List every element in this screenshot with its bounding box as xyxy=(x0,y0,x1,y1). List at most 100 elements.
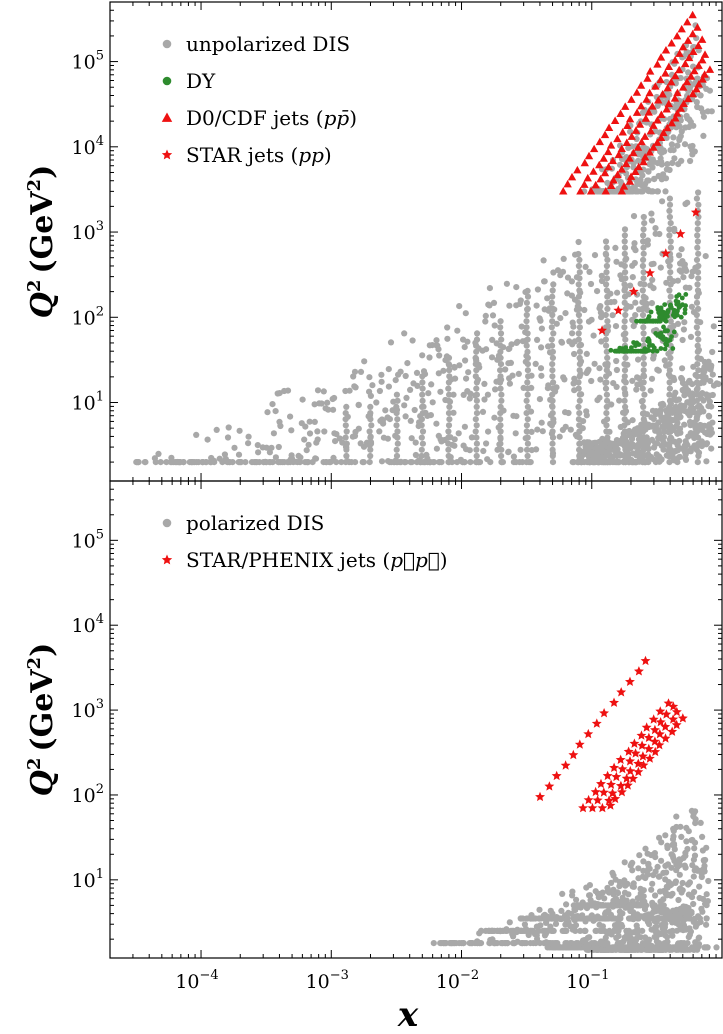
y-tick-label: 105 xyxy=(72,49,104,74)
data-point-star xyxy=(668,701,679,711)
data-point-star xyxy=(560,760,571,770)
data-point xyxy=(672,311,677,316)
data-point xyxy=(536,315,543,322)
data-point xyxy=(581,448,588,455)
data-point xyxy=(419,397,426,404)
data-point xyxy=(269,401,276,408)
data-point-triangle xyxy=(563,179,572,188)
data-point xyxy=(466,447,473,454)
data-point xyxy=(648,217,656,224)
data-point xyxy=(549,318,556,325)
data-point xyxy=(670,840,678,848)
data-point-star xyxy=(650,724,660,735)
data-point xyxy=(703,458,710,465)
data-point xyxy=(638,421,645,428)
data-point xyxy=(603,342,610,349)
data-point xyxy=(694,226,701,233)
data-point xyxy=(564,274,572,281)
data-point xyxy=(687,143,694,150)
data-point-triangle xyxy=(580,180,589,188)
data-point xyxy=(640,250,647,257)
data-point xyxy=(367,416,374,423)
data-point xyxy=(650,343,655,348)
data-point xyxy=(656,458,663,465)
data-point xyxy=(686,284,693,291)
data-point xyxy=(666,195,674,202)
data-point xyxy=(544,295,551,302)
data-point xyxy=(235,451,243,458)
data-point xyxy=(667,269,674,276)
y-tick-label: 103 xyxy=(72,697,104,722)
data-point-triangle xyxy=(643,74,652,82)
data-point xyxy=(519,338,527,345)
data-point xyxy=(321,428,328,435)
data-point xyxy=(576,348,584,355)
data-point xyxy=(549,434,557,441)
data-point xyxy=(672,878,680,885)
data-point xyxy=(676,136,683,144)
data-point xyxy=(640,305,647,312)
data-point-star xyxy=(623,746,634,756)
data-point xyxy=(679,879,686,887)
data-point xyxy=(379,417,386,424)
data-point xyxy=(628,436,636,443)
data-point xyxy=(667,354,674,361)
data-point xyxy=(466,395,473,402)
data-point xyxy=(548,336,555,343)
data-point xyxy=(576,452,583,459)
data-point xyxy=(622,256,629,263)
data-point-triangle xyxy=(603,147,613,156)
data-point xyxy=(503,927,511,935)
data-point xyxy=(419,391,426,398)
data-point xyxy=(512,430,519,437)
data-point xyxy=(670,147,677,154)
data-point xyxy=(393,422,400,429)
data-point xyxy=(698,905,705,912)
data-point xyxy=(694,330,701,337)
data-point xyxy=(679,336,686,344)
data-point xyxy=(631,340,636,345)
data-point xyxy=(621,250,628,257)
data-point xyxy=(647,282,654,289)
data-point-star xyxy=(611,771,622,782)
data-point xyxy=(429,399,436,406)
data-point xyxy=(603,269,610,276)
data-point xyxy=(663,441,670,448)
data-point xyxy=(612,188,619,195)
data-point xyxy=(666,391,673,398)
data-point xyxy=(289,455,296,462)
data-point xyxy=(631,184,638,191)
data-point xyxy=(629,914,636,922)
data-point xyxy=(556,433,563,440)
data-point xyxy=(487,459,494,466)
data-point-star xyxy=(671,706,682,717)
data-point xyxy=(681,392,688,399)
data-point xyxy=(567,426,574,433)
data-point xyxy=(528,915,536,922)
data-point xyxy=(549,348,557,355)
data-point xyxy=(622,354,629,361)
data-point xyxy=(640,416,647,423)
data-point xyxy=(684,845,691,853)
data-point-triangle xyxy=(661,46,671,54)
data-point xyxy=(634,449,641,456)
data-point xyxy=(549,354,557,361)
data-point xyxy=(576,269,583,276)
data-point xyxy=(445,428,452,435)
data-point xyxy=(155,450,162,457)
data-point xyxy=(692,865,699,873)
y-tick-label: 101 xyxy=(72,867,104,892)
data-point xyxy=(473,434,480,441)
data-point xyxy=(671,457,678,464)
data-point xyxy=(692,425,699,432)
data-point xyxy=(656,873,663,880)
data-point xyxy=(343,446,350,453)
data-point xyxy=(614,446,621,453)
data-point xyxy=(690,918,697,926)
data-point xyxy=(679,295,685,301)
data-point-triangle xyxy=(618,128,627,136)
data-point xyxy=(446,391,453,398)
data-point xyxy=(687,430,694,437)
data-point xyxy=(648,309,654,315)
